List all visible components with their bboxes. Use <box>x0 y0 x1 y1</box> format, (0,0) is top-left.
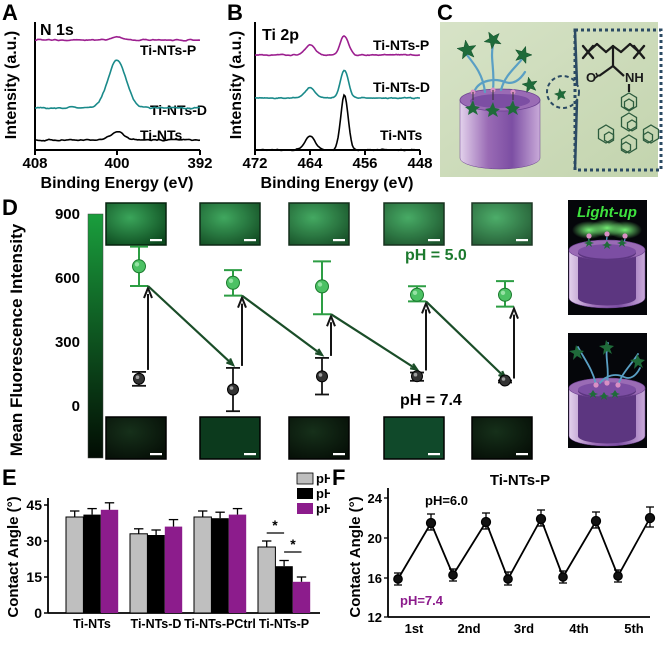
svg-text:0: 0 <box>72 398 80 415</box>
svg-text:Intensity (a.u.): Intensity (a.u.) <box>3 31 20 139</box>
svg-text:Ti-NTs-PCtrl: Ti-NTs-PCtrl <box>184 617 256 631</box>
svg-text:400: 400 <box>104 155 129 172</box>
svg-text:*: * <box>290 536 296 552</box>
svg-text:24: 24 <box>368 491 383 506</box>
svg-text:pH = 7.4: pH = 7.4 <box>400 392 462 409</box>
svg-text:Contact Angle (°): Contact Angle (°) <box>5 496 22 617</box>
svg-text:Ti-NTs: Ti-NTs <box>73 617 111 631</box>
svg-text:Mean Fluorescence Intensity: Mean Fluorescence Intensity <box>7 223 26 456</box>
svg-text:Ti-NTs-D: Ti-NTs-D <box>150 102 207 118</box>
svg-text:*: * <box>272 517 278 533</box>
svg-text:5th: 5th <box>624 621 644 636</box>
svg-text:12: 12 <box>368 610 382 625</box>
svg-text:30: 30 <box>26 533 42 549</box>
svg-text:45: 45 <box>26 497 42 513</box>
svg-text:448: 448 <box>407 155 432 172</box>
svg-text:pH=7.4: pH=7.4 <box>316 501 330 516</box>
svg-text:NH: NH <box>625 70 644 85</box>
svg-text:16: 16 <box>368 571 382 586</box>
svg-text:Binding Energy (eV): Binding Energy (eV) <box>41 175 194 192</box>
svg-text:3rd: 3rd <box>514 621 534 636</box>
svg-text:pH=6.0: pH=6.0 <box>425 493 468 508</box>
svg-text:Light-up: Light-up <box>577 204 637 221</box>
svg-text:0: 0 <box>34 605 42 621</box>
svg-text:Ti-NTs-P: Ti-NTs-P <box>490 472 550 489</box>
svg-text:15: 15 <box>26 569 42 585</box>
svg-text:Binding Energy (eV): Binding Energy (eV) <box>261 175 414 192</box>
svg-text:1st: 1st <box>405 621 424 636</box>
svg-text:20: 20 <box>368 531 382 546</box>
svg-text:Ti-NTs-P: Ti-NTs-P <box>259 617 309 631</box>
svg-text:Ti-NTs-P: Ti-NTs-P <box>373 37 429 53</box>
svg-text:4th: 4th <box>569 621 589 636</box>
svg-text:Ti-NTs-D: Ti-NTs-D <box>373 79 430 95</box>
svg-text:464: 464 <box>297 155 323 172</box>
svg-text:Ti-NTs: Ti-NTs <box>380 127 422 143</box>
svg-text:2nd: 2nd <box>457 621 480 636</box>
svg-text:392: 392 <box>187 155 212 172</box>
svg-text:pH = 5.0: pH = 5.0 <box>405 247 467 264</box>
svg-text:Ti 2p: Ti 2p <box>262 27 299 44</box>
svg-text:Ti-NTs-P: Ti-NTs-P <box>140 42 196 58</box>
svg-text:pH=6.0: pH=6.0 <box>316 486 330 501</box>
svg-text:Intensity (a.u.): Intensity (a.u.) <box>228 31 245 139</box>
svg-text:900: 900 <box>55 206 80 223</box>
svg-text:N 1s: N 1s <box>40 22 74 39</box>
svg-text:300: 300 <box>55 334 80 351</box>
svg-text:Contact Angle (°): Contact Angle (°) <box>347 496 364 617</box>
svg-text:472: 472 <box>242 155 267 172</box>
svg-text:408: 408 <box>22 155 47 172</box>
svg-text:456: 456 <box>352 155 377 172</box>
svg-text:Ti-NTs-D: Ti-NTs-D <box>131 617 182 631</box>
svg-text:pH=7.4: pH=7.4 <box>400 593 444 608</box>
svg-text:pH=5.0: pH=5.0 <box>316 471 330 486</box>
svg-text:600: 600 <box>55 270 80 287</box>
